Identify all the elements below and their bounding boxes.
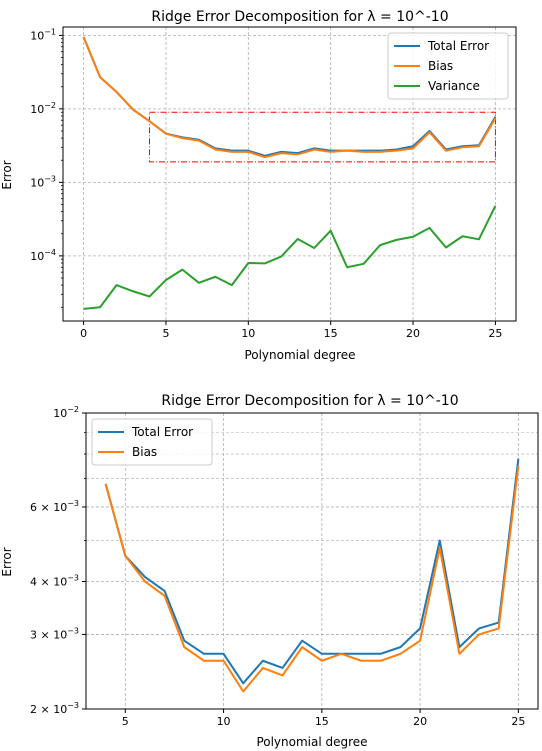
x-tick-label: 25 <box>488 327 502 340</box>
y-tick-label: 3 × 10−3 <box>30 626 79 641</box>
x-tick-label: 10 <box>241 327 255 340</box>
highlight-box <box>148 111 496 163</box>
legend-label: Total Error <box>427 39 489 53</box>
legend-frame <box>387 32 509 100</box>
y-tick-label: 10−4 <box>30 248 56 263</box>
x-tick-label: 5 <box>122 715 129 728</box>
legend-label: Variance <box>428 79 480 93</box>
y-axis-label: Error <box>0 547 14 576</box>
legend-label: Total Error <box>131 425 193 439</box>
series-line-total-error <box>104 458 520 685</box>
y-axis-label: Error <box>0 160 14 189</box>
chart-error-decomposition-full: Ridge Error Decomposition for λ = 10^-10… <box>0 9 517 362</box>
legend: Total Error Bias Variance <box>387 32 509 100</box>
series-line-bias <box>82 36 497 159</box>
x-tick-label: 15 <box>315 715 329 728</box>
y-tick-label: 10−3 <box>30 174 56 189</box>
series-line-variance <box>83 205 497 310</box>
x-tick-label: 15 <box>324 327 338 340</box>
x-tick-label: 0 <box>80 327 87 340</box>
x-tick-label: 20 <box>406 327 420 340</box>
legend-label: Bias <box>132 445 157 459</box>
legend: Total Error Bias <box>91 418 213 466</box>
x-tick-label: 5 <box>162 327 169 340</box>
x-axis-label: Polynomial degree <box>244 348 355 362</box>
y-tick-label: 10−1 <box>30 27 56 42</box>
chart-title: Ridge Error Decomposition for λ = 10^-10 <box>151 9 448 25</box>
y-tick-label: 6 × 10−3 <box>30 499 79 514</box>
series-line-bias <box>104 465 520 693</box>
chart-error-decomposition-zoom: Ridge Error Decomposition for λ = 10^-10… <box>0 393 539 749</box>
y-tick-label: 10−2 <box>30 101 56 116</box>
plot-frame <box>85 412 539 710</box>
x-tick-label: 20 <box>413 715 427 728</box>
x-axis-label: Polynomial degree <box>256 735 367 749</box>
x-tick-label: 10 <box>217 715 231 728</box>
y-tick-label: 10−2 <box>53 405 79 420</box>
y-tick-label: 2 × 10−3 <box>30 701 79 716</box>
legend-frame <box>91 418 213 466</box>
x-tick-label: 25 <box>511 715 525 728</box>
chart-title: Ridge Error Decomposition for λ = 10^-10 <box>161 393 458 409</box>
legend-label: Bias <box>428 59 453 73</box>
y-tick-label: 4 × 10−3 <box>30 574 79 589</box>
plot-frame <box>62 26 517 322</box>
